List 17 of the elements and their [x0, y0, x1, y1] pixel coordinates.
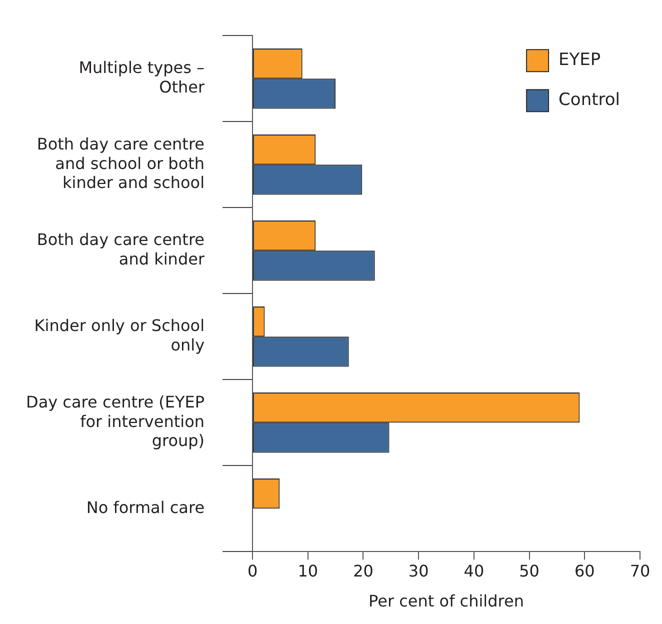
x-tick-label: 70 — [630, 561, 650, 580]
x-tick-label: 60 — [574, 561, 595, 580]
x-tick-label: 20 — [353, 561, 374, 580]
legend-label: EYEP — [558, 50, 601, 70]
x-tick-label: 30 — [408, 561, 429, 580]
x-tick-label: 10 — [298, 561, 318, 580]
y-tick-label: Kinder only or School only — [34, 316, 205, 354]
y-tick-label: Both day care centre and kinder — [36, 230, 205, 268]
x-axis-title: Per cent of children — [368, 592, 524, 611]
y-tick-label: Multiple types – Other — [78, 58, 205, 96]
y-tick-label: Day care centre (EYEP for intervention group) — [26, 392, 205, 450]
y-tick-label: Both day care centre and school or both kinder and school — [36, 134, 205, 192]
x-tick-label: 50 — [519, 561, 540, 580]
x-tick-label: 40 — [464, 561, 484, 580]
y-tick-label: No formal care — [86, 498, 205, 517]
legend-label: Control — [558, 90, 620, 110]
x-tick-label: 0 — [247, 561, 258, 580]
